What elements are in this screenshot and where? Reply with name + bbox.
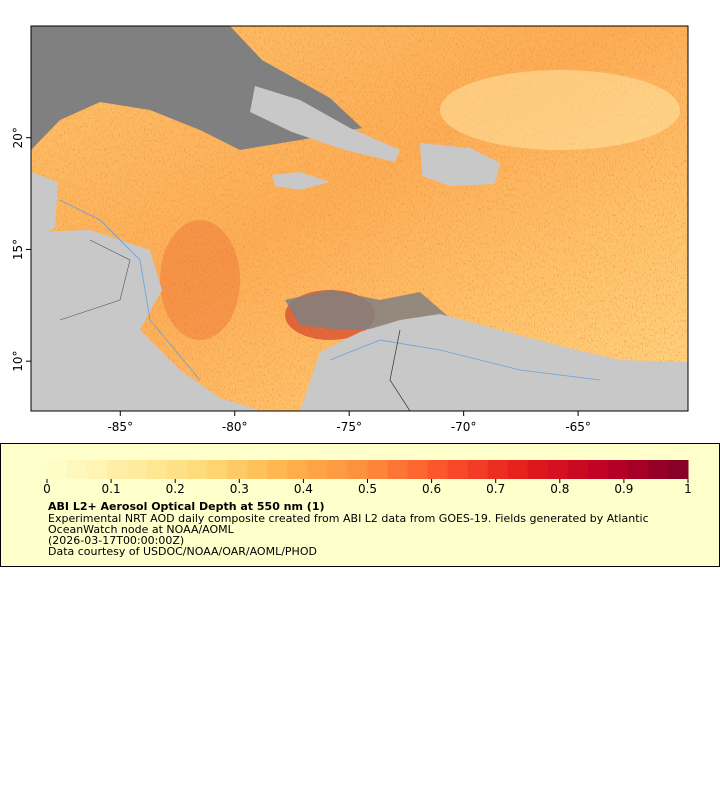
colorbar-cell [147, 460, 168, 479]
colorbar-cell [607, 460, 629, 479]
border [59, 239, 131, 321]
legend-credit: Data courtesy of USDOC/NOAA/OAR/AOML/PHO… [48, 545, 317, 558]
land [272, 172, 330, 190]
colorbar-cell [127, 460, 148, 479]
colorbar-cell [207, 460, 228, 479]
y-tick-label: 15° [11, 239, 25, 260]
axes: -85° -80° -75° -70° -65° 10° 15° 20° [11, 127, 591, 434]
colorbar-cell [667, 460, 689, 479]
border [389, 329, 411, 411]
colorbar-tick-label: 1 [684, 482, 692, 496]
colorbar-cell [227, 460, 248, 479]
aod-plume [440, 70, 680, 150]
colorbar-cell [447, 460, 469, 479]
colorbar-cell [547, 460, 569, 479]
colorbar-cell [247, 460, 268, 479]
colorbar-tick-label: 0.7 [486, 482, 505, 496]
colorbar-cell [267, 460, 288, 479]
colorbar-cell [507, 460, 529, 479]
colorbar-tick-label: 0.6 [422, 482, 441, 496]
colorbar-cell [167, 460, 188, 479]
land [300, 314, 688, 411]
land [31, 230, 262, 411]
colorbar-cell [87, 460, 108, 479]
colorbar-cell [67, 460, 88, 479]
colorbar-cell [467, 460, 489, 479]
colorbar-cell [387, 460, 409, 479]
river [59, 199, 201, 381]
y-tick-label: 10° [11, 351, 25, 372]
colorbar-cell [287, 460, 308, 479]
colorbar-cell [327, 460, 348, 479]
colorbar-tick-label: 0.5 [358, 482, 377, 496]
colorbar-cell [587, 460, 609, 479]
legend-title: ABI L2+ Aerosol Optical Depth at 550 nm … [48, 500, 325, 513]
colorbar-tick-label: 0.4 [294, 482, 313, 496]
colorbar-tick-label: 0.2 [166, 482, 185, 496]
colorbar-tick-label: 0.9 [614, 482, 633, 496]
colorbar-cell [647, 460, 669, 479]
land [250, 86, 400, 162]
map-image [31, 26, 688, 411]
land [31, 172, 58, 240]
colorbar-cell [407, 460, 429, 479]
colorbar-cell [627, 460, 649, 479]
river [329, 339, 601, 381]
colorbar-tick-label: 0.3 [230, 482, 249, 496]
legend-description: Experimental NRT AOD daily composite cre… [48, 512, 649, 536]
x-tick-label: -75° [336, 420, 362, 434]
x-tick-label: -85° [107, 420, 133, 434]
colorbar-cell [367, 460, 389, 479]
aod-hotspot [160, 220, 240, 340]
colorbar-tick-label: 0 [43, 482, 51, 496]
colorbar-cell [567, 460, 589, 479]
x-tick-label: -65° [565, 420, 591, 434]
colorbar-tick-label: 0.1 [102, 482, 121, 496]
colorbar-cell [427, 460, 449, 479]
colorbar-cell [107, 460, 128, 479]
legend-date: (2026-03-17T00:00:00Z) [48, 534, 185, 547]
y-tick-label: 20° [11, 127, 25, 148]
land [420, 143, 500, 186]
colorbar-tick-label: 0.8 [550, 482, 569, 496]
colorbar-cell [347, 460, 368, 479]
x-tick-label: -80° [222, 420, 248, 434]
colorbar-cell [187, 460, 208, 479]
colorbar-cell [487, 460, 509, 479]
colorbar-cell [527, 460, 549, 479]
colorbar-cell [47, 460, 68, 479]
colorbar-cell [307, 460, 328, 479]
map-frame [30, 25, 689, 412]
colorbar: 0 0.1 0.2 0.3 0.4 0.5 0.6 0.7 0.8 0.9 1 [43, 460, 692, 496]
x-tick-label: -70° [451, 420, 477, 434]
